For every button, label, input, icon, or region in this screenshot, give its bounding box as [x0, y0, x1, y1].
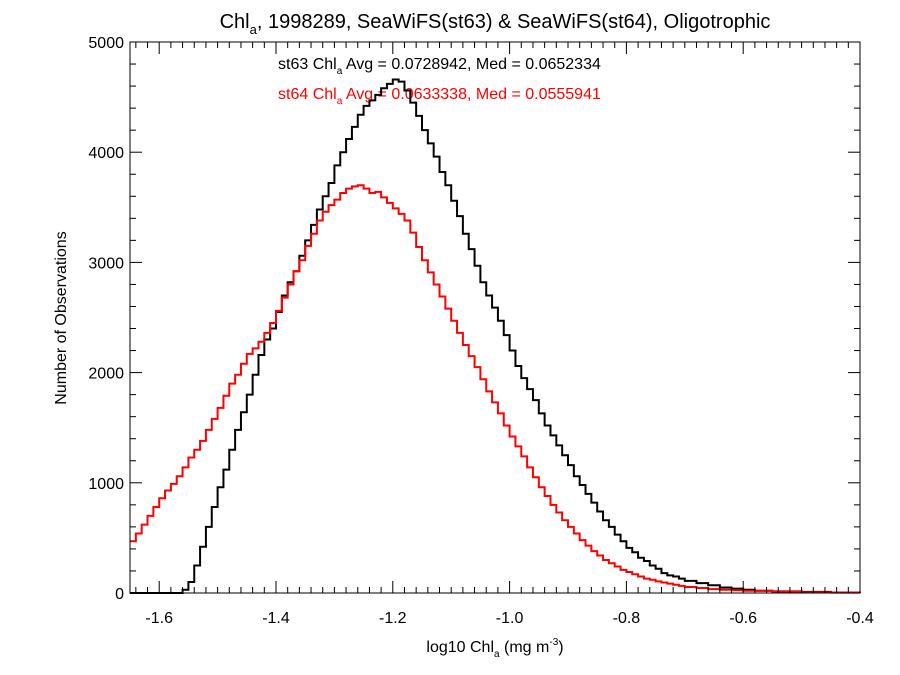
- title-main: Chl: [220, 11, 250, 33]
- chart-title: Chla, 1998289, SeaWiFS(st63) & SeaWiFS(s…: [220, 11, 771, 37]
- xlabel-main: log10 Chl: [426, 639, 494, 656]
- x-tick-label: -0.4: [846, 610, 874, 627]
- x-tick-label: -0.6: [729, 610, 757, 627]
- xlabel-rest: (mg m: [500, 639, 550, 656]
- series-line-2: [130, 184, 861, 594]
- x-axis-label: log10 Chla (mg m-3): [426, 637, 563, 660]
- x-tick-label: -1.0: [496, 610, 524, 627]
- annotation-prefix: st64 Chl: [278, 86, 337, 103]
- series-layer: [130, 78, 861, 594]
- x-tick-label: -1.6: [145, 610, 173, 627]
- annotation-prefix: st63 Chl: [278, 56, 337, 73]
- x-tick-label: -1.2: [379, 610, 407, 627]
- x-tick-label: -0.8: [613, 610, 641, 627]
- y-tick-label: 2000: [88, 366, 124, 383]
- y-tick-label: 4000: [88, 145, 124, 162]
- series-line-1: [130, 78, 861, 594]
- y-axis-label: Number of Observations: [53, 231, 70, 404]
- x-tick-label: -1.4: [262, 610, 290, 627]
- xlabel-end: ): [558, 639, 563, 656]
- xlabel-sup: -3: [549, 637, 558, 648]
- y-tick-label: 3000: [88, 255, 124, 272]
- y-tick-label: 5000: [88, 35, 124, 52]
- annotation-sub: a: [337, 96, 343, 107]
- annotation-suffix: Avg = 0.0728942, Med = 0.0652334: [342, 56, 601, 73]
- axes-layer: -1.6 -1.4 -1.2 -1.0 -0.8 -0.6 -0.4 0 1000 2000 300…: [88, 35, 873, 627]
- y-tick-label: 0: [115, 586, 124, 603]
- annotation-sub: a: [337, 66, 343, 77]
- plot-frame: [129, 41, 861, 594]
- title-sub: a: [250, 22, 258, 37]
- title-rest: , 1998289, SeaWiFS(st63) & SeaWiFS(st64)…: [257, 11, 771, 33]
- xlabel-sub: a: [494, 649, 500, 660]
- y-tick-label: 1000: [88, 476, 124, 493]
- annotation-text-1: st63 Chla Avg = 0.0728942, Med = 0.06523…: [278, 56, 601, 77]
